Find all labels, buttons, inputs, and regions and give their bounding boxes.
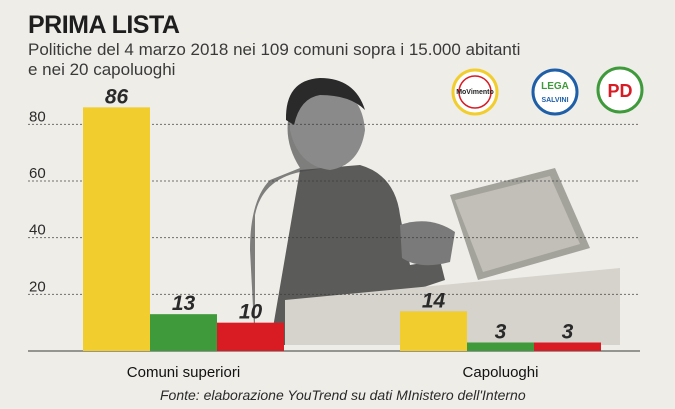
y-tick-label: 20: [29, 278, 46, 295]
y-tick-label: 40: [29, 222, 46, 239]
voter-photo: [250, 78, 620, 345]
bar: [467, 342, 534, 351]
salvini-logo-text: SALVINI: [541, 97, 568, 104]
y-tick-label: 80: [29, 108, 46, 125]
category-label: Capoluoghi: [463, 364, 539, 381]
bars: [83, 107, 601, 351]
bar: [534, 342, 601, 351]
lega-salvini-logo: LEGA SALVINI: [531, 68, 579, 116]
chart-subtitle-line-1: Politiche del 4 marzo 2018 nei 109 comun…: [28, 40, 520, 59]
bar-value-label: 10: [239, 301, 263, 324]
value-labels: 86 13 10 14 3 3: [105, 85, 574, 343]
pd-logo: PD: [596, 66, 644, 114]
bar-value-label: 13: [172, 292, 196, 315]
movimento-logo-text: MoVimento: [456, 89, 494, 96]
bar-value-label: 3: [495, 321, 507, 344]
bar-value-label: 14: [422, 289, 446, 312]
y-tick-label: 60: [29, 165, 46, 182]
source-note: Fonte: elaborazione YouTrend su dati MIn…: [160, 387, 526, 403]
y-axis-ticks: 20 40 60 80: [29, 108, 46, 295]
lega-logo-text: LEGA: [541, 81, 569, 92]
pd-logo-text: PD: [607, 81, 632, 101]
category-labels: Comuni superiori Capoluoghi: [127, 364, 539, 381]
bar: [83, 107, 150, 351]
bar: [217, 322, 284, 351]
chart-title: PRIMA LISTA: [28, 11, 180, 39]
chart-subtitle-line-2: e nei 20 capoluoghi: [28, 60, 175, 79]
bar: [150, 314, 217, 351]
bar: [400, 311, 467, 351]
movimento-5-stelle-logo: MoVimento: [451, 68, 499, 116]
bar-value-label: 86: [105, 85, 129, 108]
bar-value-label: 3: [562, 321, 574, 344]
category-label: Comuni superiori: [127, 364, 240, 381]
